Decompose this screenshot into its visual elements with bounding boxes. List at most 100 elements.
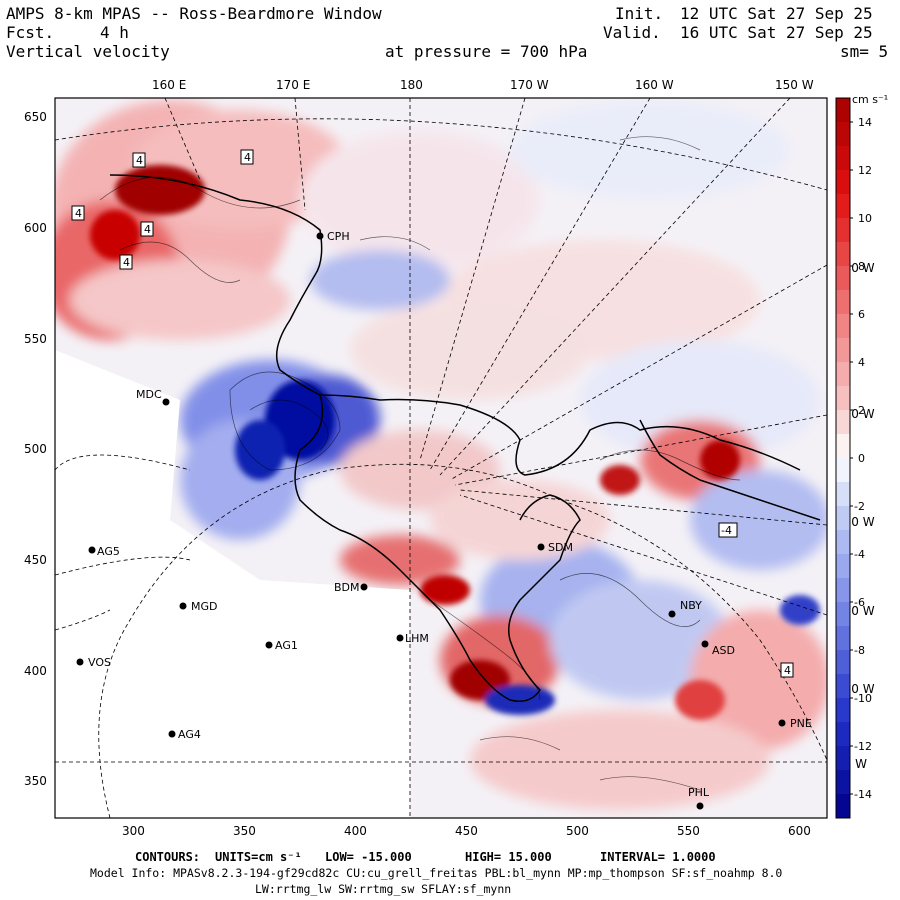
station-label-lhm: LHM (405, 632, 429, 645)
station-marker-nby (668, 610, 676, 618)
station-marker-mgd (179, 602, 187, 610)
colorbar-bin (836, 146, 850, 171)
stations-layer: CPH MDC AG5 MGD AG1 VOS AG4 SDM BDM NBY … (76, 230, 812, 810)
colorbar-bin (836, 170, 850, 195)
x-tick: 400 (344, 824, 367, 838)
colorbar-tick-label: 4 (858, 356, 865, 369)
lon-tick: 170 W (510, 78, 549, 92)
extremum-box (132, 152, 146, 168)
field-layer (55, 100, 827, 818)
y-tick: 450 (24, 553, 47, 567)
colorbar-bin (836, 314, 850, 339)
station-label-asd: ASD (712, 644, 735, 657)
y-tick: 600 (24, 221, 47, 235)
colorbar-bin (836, 290, 850, 315)
colorbar-tick-label: -8 (854, 644, 865, 657)
colorbar-bin (836, 506, 850, 531)
station-label-bdm: BDM (334, 581, 360, 594)
field-name: Vertical velocity (6, 42, 170, 61)
colorbar-bin (836, 554, 850, 579)
extrema-markers: 4 4 4 4 4 -4 4 (71, 149, 794, 678)
colorbar-tick-label: 8 (858, 260, 865, 273)
y-tick: 500 (24, 442, 47, 456)
fcst-value: 4 h (100, 23, 129, 42)
model-info: Model Info: MPASv8.2.3-194-gf29cd82c CU:… (90, 866, 783, 880)
x-tick: 450 (455, 824, 478, 838)
extremum-value: 4 (136, 154, 143, 167)
colorbar-bin (836, 218, 850, 243)
contours-interval: INTERVAL= 1.0000 (600, 850, 716, 864)
colorbar-bin (836, 578, 850, 603)
station-marker-lhm (396, 634, 404, 642)
contours-label: CONTOURS: (135, 850, 201, 864)
extremum-box (140, 221, 154, 237)
x-tick: 300 (122, 824, 145, 838)
contours-high: HIGH= 15.000 (465, 850, 552, 864)
extremum-value: -4 (721, 524, 732, 537)
model-info-2: LW:rrtmg_lw SW:rrtmg_sw SFLAY:sf_mynn (255, 882, 512, 896)
station-label-mgd: MGD (191, 600, 218, 613)
station-label-cph: CPH (327, 230, 350, 243)
extremum-value: 4 (75, 207, 82, 220)
colorbar-bin (836, 482, 850, 507)
extremum-value: 4 (784, 664, 791, 677)
station-marker-bdm (360, 583, 368, 591)
colorbar: 14 12 10 8 6 4 2 0 -2 -4 -6 -8 -10 -12 -14 (835, 97, 872, 819)
graticule (55, 98, 827, 818)
colorbar-tick-label: 2 (858, 404, 865, 417)
station-marker-pne (778, 719, 786, 727)
extremum-box (119, 254, 133, 270)
lon-tick: 160 E (152, 78, 187, 92)
colorbar-unit: cm s⁻¹ (852, 93, 888, 106)
station-label-pne: PNE (790, 717, 812, 730)
colorbar-tick-label: 10 (858, 212, 872, 225)
extremum-box (780, 662, 794, 678)
station-marker-ag4 (168, 730, 176, 738)
station-label-ag5: AG5 (97, 545, 120, 558)
colorbar-bin (836, 674, 850, 699)
colorbar-bin (836, 362, 850, 387)
y-tick: 400 (24, 664, 47, 678)
station-label-nby: NBY (680, 599, 702, 612)
no-data-region (55, 350, 410, 818)
station-marker-cph (316, 232, 324, 240)
colorbar-tick-label: 0 (858, 452, 865, 465)
station-marker-vos (76, 658, 84, 666)
colorbar-bin (836, 650, 850, 675)
init-label: Init. (615, 4, 664, 23)
x-tick: 600 (788, 824, 811, 838)
x-tick: 550 (677, 824, 700, 838)
station-label-ag1: AG1 (275, 639, 298, 652)
pressure-label: at pressure = (385, 42, 511, 61)
colorbar-tick-label: -4 (854, 548, 865, 561)
station-label-sdm: SDM (548, 541, 573, 554)
y-tick: 550 (24, 332, 47, 346)
valid-label: Valid. (603, 23, 661, 42)
x-tick: 350 (233, 824, 256, 838)
station-marker-mdc (162, 398, 170, 406)
colorbar-bin (836, 386, 850, 411)
colorbar-tick-label: -14 (854, 788, 872, 801)
station-marker-ag5 (88, 546, 96, 554)
station-label-ag4: AG4 (178, 728, 201, 741)
coastline (109, 174, 821, 702)
colorbar-bin (836, 458, 850, 483)
station-marker-sdm (537, 543, 545, 551)
colorbar-bin (836, 746, 850, 771)
colorbar-bin (836, 194, 850, 219)
station-marker-asd (701, 640, 709, 648)
colorbar-bin (836, 338, 850, 363)
valid-value: 16 UTC Sat 27 Sep 25 (680, 23, 873, 42)
extremum-box (718, 522, 738, 538)
colorbar-bin (836, 122, 850, 147)
colorbar-tick-label: 12 (858, 164, 872, 177)
station-label-mdc: MDC (136, 388, 162, 401)
y-tick: 650 (24, 110, 47, 124)
colorbar-bin (836, 698, 850, 723)
extremum-value: 4 (123, 256, 130, 269)
station-label-phl: PHL (688, 786, 710, 799)
colorbar-bin (836, 626, 850, 651)
colorbar-tick-label: -10 (854, 692, 872, 705)
colorbar-tick-label: -6 (854, 596, 865, 609)
lon-tick: 180 (400, 78, 423, 92)
